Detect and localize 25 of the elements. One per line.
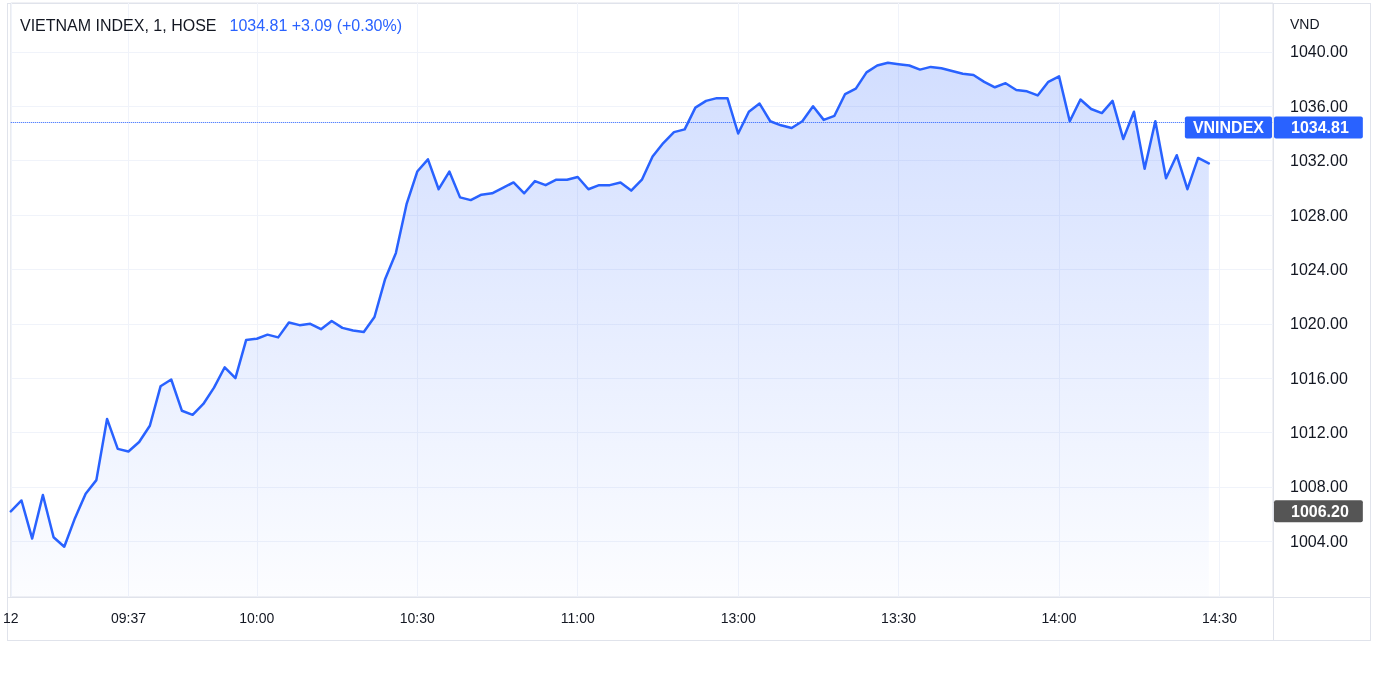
y-tick-label: 1008.00 [1290,478,1348,496]
text: 1034.81 +3.09 (+0.30%) [229,17,403,34]
y-tick-label: 1032.00 [1290,152,1348,170]
series-label: VNINDEX [1192,118,1265,136]
text: 1006.20 [1291,502,1349,520]
x-tick-label: 13:30 [881,610,917,626]
x-tick-label: 11:00 [560,610,595,626]
x-tick-label: 10:00 [239,610,275,626]
y-tick-label: 1020.00 [1290,315,1348,333]
text: VIETNAM INDEX, 1, HOSE [20,17,217,34]
y-tick-label: 1036.00 [1290,97,1348,115]
x-tick-label: 10:30 [399,610,435,626]
y-tick-label: 1028.00 [1290,206,1348,224]
x-tick-label: 13:00 [720,610,756,626]
x-tick-label: 12 [3,610,19,626]
x-tick-label: 09:37 [110,610,147,626]
ref-line-label: 1034.81 [1291,118,1349,136]
y-axis-title: VND [1290,16,1320,32]
x-tick-label: 14:00 [1041,610,1077,626]
y-tick-label: 1004.00 [1290,532,1348,550]
y-tick-label: 1016.00 [1290,369,1348,387]
y-tick-label: 1024.00 [1290,260,1348,278]
y-tick-label: 1040.00 [1290,43,1348,61]
x-tick-label: 14:30 [1201,610,1238,626]
y-tick-label: 1012.00 [1290,424,1348,442]
